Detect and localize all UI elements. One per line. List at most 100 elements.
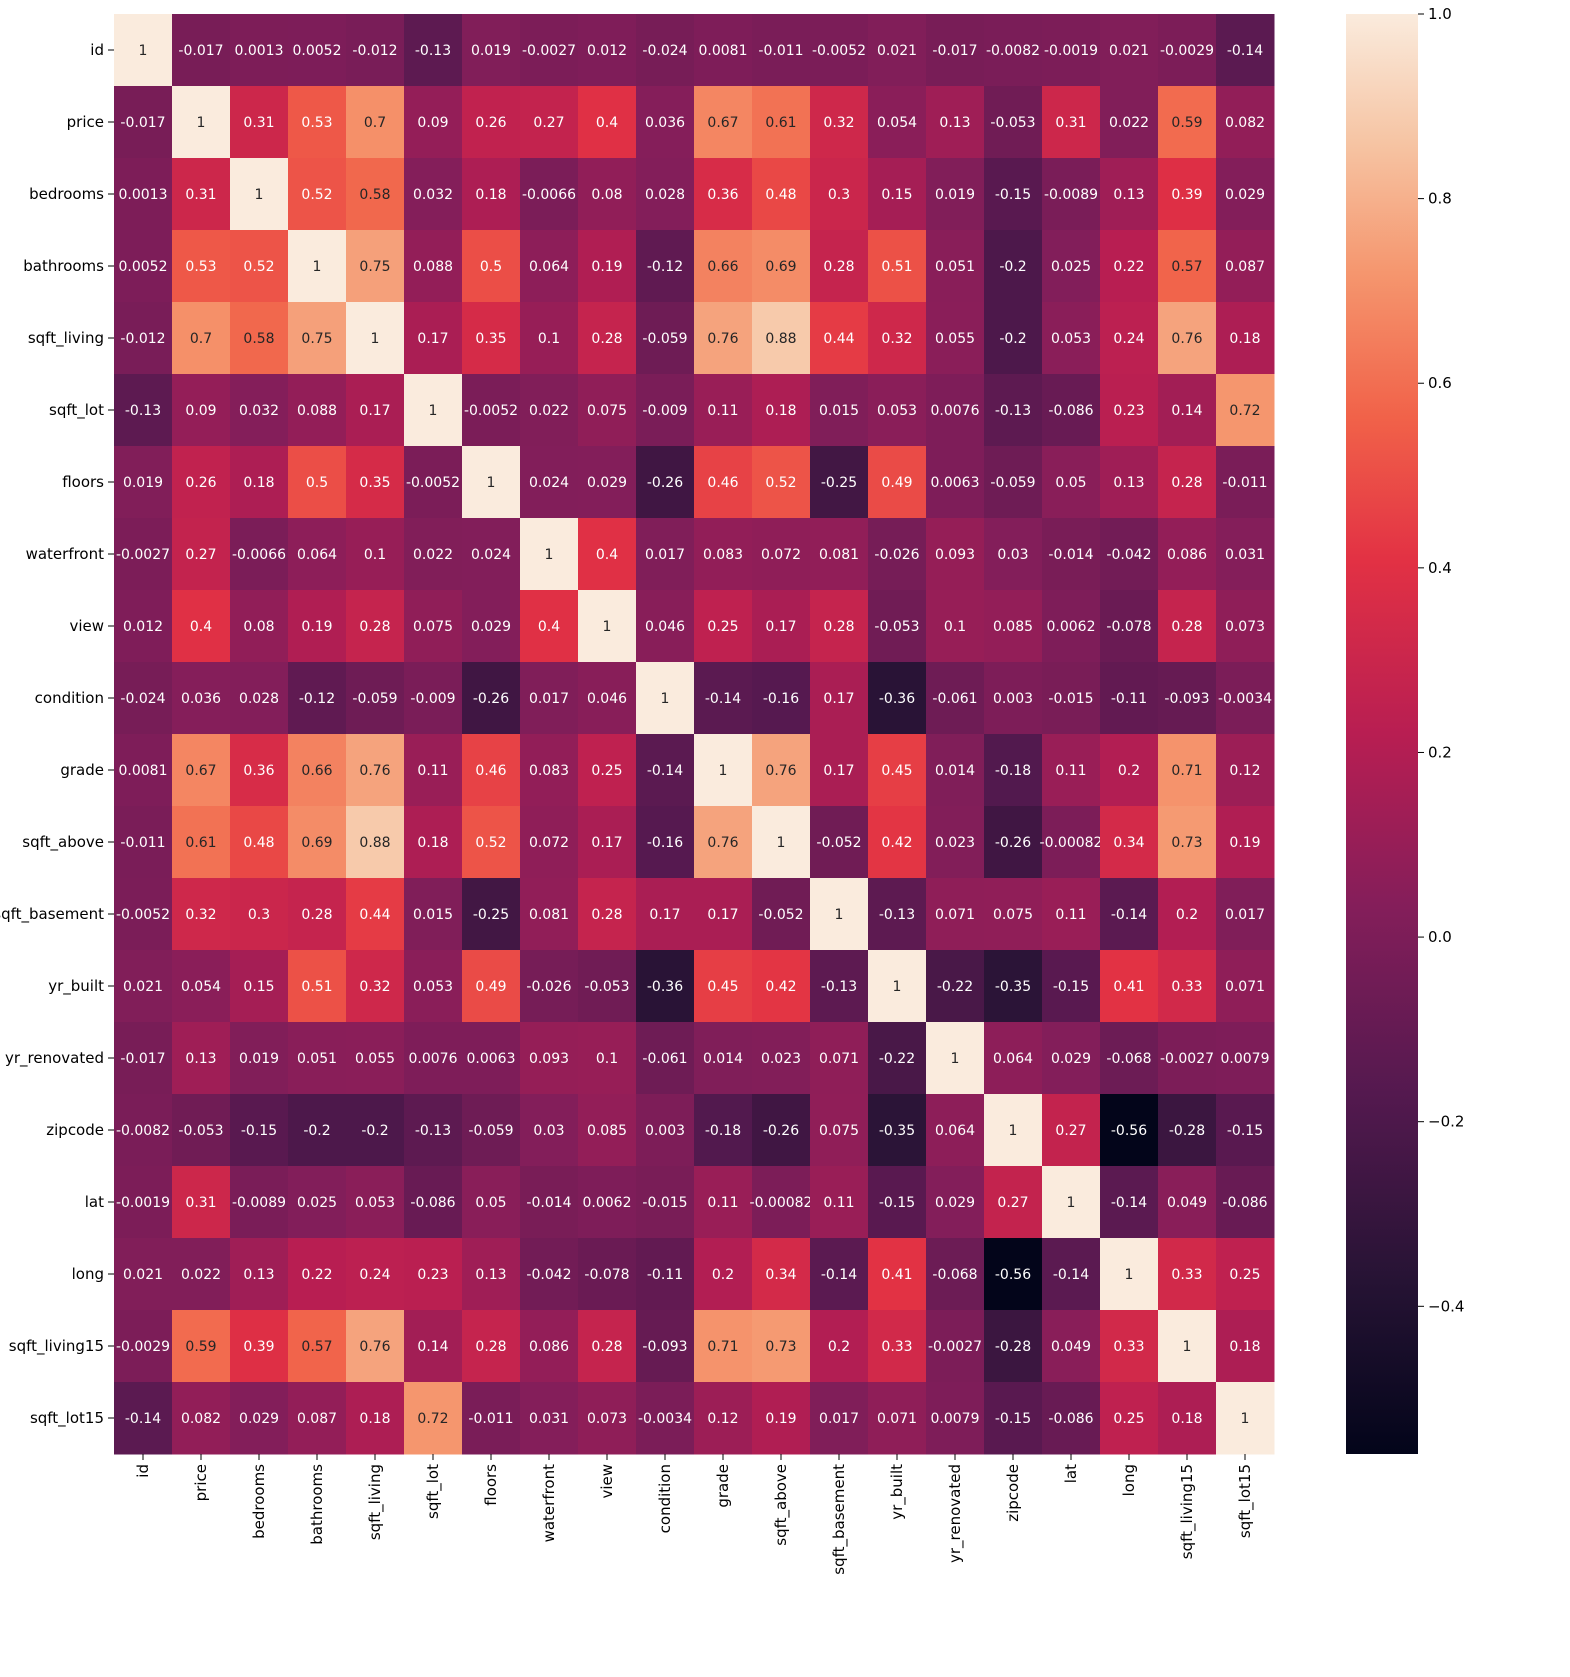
cell-value-label: -0.024: [642, 43, 687, 59]
cell-value-label: 0.09: [185, 403, 216, 419]
heatmap-cell: [404, 86, 463, 159]
cell-value-label: 0.012: [587, 43, 627, 59]
heatmap-cell: [926, 86, 985, 159]
heatmap-cell: [578, 950, 637, 1023]
cell-value-label: -0.011: [1222, 475, 1267, 491]
heatmap-cell: [1042, 230, 1101, 303]
cell-value-label: -0.017: [178, 43, 223, 59]
cell-value-label: 0.11: [707, 403, 738, 419]
heatmap-cell: [1042, 1022, 1101, 1095]
heatmap-cell: [694, 446, 753, 519]
x-tick-labels: id price bedrooms bathrooms sqft_living sqft_…: [134, 1454, 1255, 1575]
colorbar-tick-label: −0.4: [1428, 1297, 1464, 1315]
heatmap-cell: [346, 590, 405, 663]
heatmap-cell: [172, 1094, 231, 1167]
cell-value-label: 0.019: [471, 43, 511, 59]
heatmap-cell: [1100, 158, 1159, 231]
heatmap-cell: [404, 302, 463, 375]
heatmap-cell: [404, 446, 463, 519]
cell-value-label: -0.0019: [1044, 43, 1098, 59]
heatmap-cell: [114, 878, 173, 951]
cell-value-label: 0.76: [359, 1339, 390, 1355]
cell-value-label: -0.053: [178, 1123, 223, 1139]
heatmap-cell: [926, 878, 985, 951]
heatmap-cell: [1042, 878, 1101, 951]
cell-value-label: 0.082: [1225, 115, 1265, 131]
cell-value-label: -0.14: [1111, 1195, 1147, 1211]
cell-value-label: -0.0019: [116, 1195, 170, 1211]
cell-value-label: -0.012: [120, 331, 165, 347]
cell-value-label: 0.055: [935, 331, 975, 347]
heatmap-cell: [1216, 14, 1275, 87]
cell-value-label: 0.25: [707, 619, 738, 635]
cell-value-label: 0.093: [529, 1051, 569, 1067]
cell-value-label: -0.16: [763, 691, 799, 707]
heatmap-cell: [810, 1094, 869, 1167]
cell-value-label: 0.41: [881, 1267, 912, 1283]
cell-value-label: 0.029: [1051, 1051, 1091, 1067]
cell-value-label: 0.051: [935, 259, 975, 275]
cell-value-label: 0.0052: [119, 259, 168, 275]
heatmap-cell: [752, 1310, 811, 1383]
heatmap-cell: [1216, 1094, 1275, 1167]
heatmap-cell: [288, 518, 347, 591]
heatmap-cell: [114, 1382, 173, 1455]
cell-value-label: 0.36: [243, 763, 274, 779]
heatmap-cell: [1216, 1310, 1275, 1383]
heatmap-cell: [984, 590, 1043, 663]
cell-value-label: -0.053: [990, 115, 1035, 131]
heatmap-cell: [288, 446, 347, 519]
cell-value-label: -0.2: [303, 1123, 330, 1139]
heatmap-cell: [810, 374, 869, 447]
heatmap-cell: [868, 302, 927, 375]
y-tick-label: sqft_lot15: [30, 1409, 104, 1428]
cell-value-label: 0.26: [475, 115, 506, 131]
heatmap-cell: [404, 590, 463, 663]
x-tick-label: view: [598, 1464, 616, 1499]
heatmap-cell: [752, 302, 811, 375]
cell-value-label: 0.029: [935, 1195, 975, 1211]
heatmap-cell: [1100, 662, 1159, 735]
y-tick-label: zipcode: [46, 1121, 104, 1139]
heatmap-cell: [868, 1310, 927, 1383]
heatmap-cell: [1216, 86, 1275, 159]
heatmap-cell: [172, 230, 231, 303]
cell-value-label: -0.13: [879, 907, 915, 923]
cell-value-label: 0.45: [881, 763, 912, 779]
cell-value-label: 0.19: [301, 619, 332, 635]
cell-value-label: -0.22: [879, 1051, 915, 1067]
heatmap-cell: [288, 950, 347, 1023]
cell-value-label: -0.2: [361, 1123, 388, 1139]
heatmap-cell: [1216, 662, 1275, 735]
heatmap-cell: [1042, 1382, 1101, 1455]
cell-value-label: 0.28: [823, 259, 854, 275]
cell-value-label: 0.0079: [931, 1411, 980, 1427]
heatmap-cell: [404, 1310, 463, 1383]
cell-value-label: -0.014: [526, 1195, 571, 1211]
cell-value-label: 0.7: [190, 331, 212, 347]
heatmap-cell: [520, 950, 579, 1023]
heatmap-cell: [636, 662, 695, 735]
heatmap-cell: [926, 1382, 985, 1455]
cell-value-label: 1: [893, 979, 902, 995]
y-tick-label: id: [90, 41, 104, 59]
cell-value-label: -0.14: [821, 1267, 857, 1283]
cell-value-label: 0.073: [587, 1411, 627, 1427]
heatmap-cell: [926, 1094, 985, 1167]
cell-value-label: 0.57: [301, 1339, 332, 1355]
cell-value-label: 0.0079: [1221, 1051, 1270, 1067]
heatmap-cell: [230, 1238, 289, 1311]
cell-value-label: 0.093: [935, 547, 975, 563]
heatmap-cell: [114, 662, 173, 735]
heatmap-cell: [1158, 1094, 1217, 1167]
heatmap-cell: [868, 950, 927, 1023]
cell-value-label: 0.072: [761, 547, 801, 563]
heatmap-cell: [636, 1166, 695, 1239]
heatmap-cell: [1158, 950, 1217, 1023]
cell-value-label: -0.009: [410, 691, 455, 707]
y-tick-label: yr_built: [48, 977, 104, 996]
cell-value-label: -0.13: [415, 1123, 451, 1139]
heatmap-cell: [810, 806, 869, 879]
cell-value-label: -0.00082: [750, 1195, 813, 1211]
cell-value-label: 0.75: [301, 331, 332, 347]
